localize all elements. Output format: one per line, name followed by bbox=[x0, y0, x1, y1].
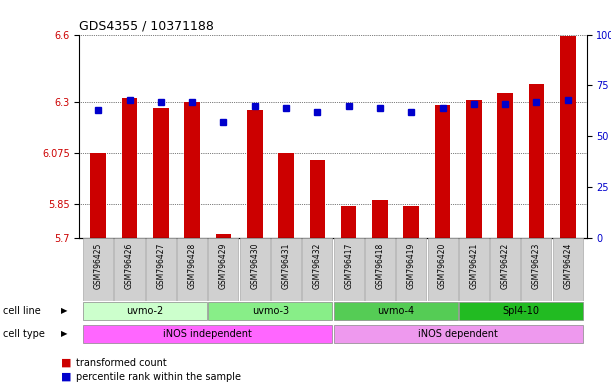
Text: percentile rank within the sample: percentile rank within the sample bbox=[76, 372, 241, 382]
Text: GSM796423: GSM796423 bbox=[532, 243, 541, 289]
FancyBboxPatch shape bbox=[208, 238, 238, 301]
Text: ■: ■ bbox=[61, 358, 71, 368]
Text: GSM796425: GSM796425 bbox=[93, 243, 103, 289]
Bar bbox=[529, 84, 544, 238]
Text: cell line: cell line bbox=[3, 306, 41, 316]
FancyBboxPatch shape bbox=[459, 302, 583, 319]
Text: GSM796421: GSM796421 bbox=[469, 243, 478, 289]
Text: GSM796422: GSM796422 bbox=[500, 243, 510, 289]
Text: GSM796429: GSM796429 bbox=[219, 243, 228, 289]
Text: uvmo-2: uvmo-2 bbox=[126, 306, 164, 316]
Text: GSM796418: GSM796418 bbox=[375, 243, 384, 289]
FancyBboxPatch shape bbox=[396, 238, 426, 301]
FancyBboxPatch shape bbox=[521, 238, 552, 301]
Bar bbox=[185, 103, 200, 238]
FancyBboxPatch shape bbox=[334, 302, 458, 319]
Text: iNOS independent: iNOS independent bbox=[163, 329, 252, 339]
Bar bbox=[435, 105, 450, 238]
Bar bbox=[497, 93, 513, 238]
FancyBboxPatch shape bbox=[271, 238, 301, 301]
Text: transformed count: transformed count bbox=[76, 358, 167, 368]
Text: uvmo-3: uvmo-3 bbox=[252, 306, 289, 316]
Text: GSM796420: GSM796420 bbox=[438, 243, 447, 289]
Bar bbox=[341, 207, 356, 238]
FancyBboxPatch shape bbox=[83, 302, 207, 319]
FancyBboxPatch shape bbox=[553, 238, 583, 301]
Bar bbox=[216, 233, 231, 238]
Text: GDS4355 / 10371188: GDS4355 / 10371188 bbox=[79, 19, 214, 32]
FancyBboxPatch shape bbox=[365, 238, 395, 301]
FancyBboxPatch shape bbox=[83, 238, 113, 301]
Bar bbox=[90, 153, 106, 238]
Bar bbox=[153, 108, 169, 238]
Text: GSM796419: GSM796419 bbox=[407, 243, 415, 289]
Bar bbox=[122, 98, 137, 238]
FancyBboxPatch shape bbox=[490, 238, 520, 301]
Bar bbox=[310, 160, 325, 238]
Bar bbox=[247, 110, 263, 238]
Bar bbox=[466, 100, 481, 238]
FancyBboxPatch shape bbox=[114, 238, 145, 301]
Text: GSM796430: GSM796430 bbox=[251, 243, 259, 289]
FancyBboxPatch shape bbox=[334, 325, 583, 343]
FancyBboxPatch shape bbox=[302, 238, 332, 301]
Text: ▶: ▶ bbox=[61, 329, 67, 338]
Text: iNOS dependent: iNOS dependent bbox=[419, 329, 498, 339]
Text: cell type: cell type bbox=[3, 329, 45, 339]
Bar bbox=[372, 200, 388, 238]
Text: ▶: ▶ bbox=[61, 306, 67, 315]
FancyBboxPatch shape bbox=[177, 238, 207, 301]
FancyBboxPatch shape bbox=[334, 238, 364, 301]
Text: GSM796426: GSM796426 bbox=[125, 243, 134, 289]
Bar bbox=[560, 36, 576, 238]
FancyBboxPatch shape bbox=[428, 238, 458, 301]
FancyBboxPatch shape bbox=[240, 238, 270, 301]
Bar bbox=[403, 207, 419, 238]
Text: GSM796428: GSM796428 bbox=[188, 243, 197, 289]
Text: GSM796424: GSM796424 bbox=[563, 243, 573, 289]
Text: GSM796432: GSM796432 bbox=[313, 243, 322, 289]
Text: GSM796417: GSM796417 bbox=[344, 243, 353, 289]
Text: Spl4-10: Spl4-10 bbox=[502, 306, 540, 316]
Text: uvmo-4: uvmo-4 bbox=[377, 306, 414, 316]
FancyBboxPatch shape bbox=[146, 238, 176, 301]
Text: ■: ■ bbox=[61, 372, 71, 382]
Bar bbox=[278, 153, 294, 238]
FancyBboxPatch shape bbox=[83, 325, 332, 343]
FancyBboxPatch shape bbox=[459, 238, 489, 301]
FancyBboxPatch shape bbox=[208, 302, 332, 319]
Text: GSM796431: GSM796431 bbox=[282, 243, 291, 289]
Text: GSM796427: GSM796427 bbox=[156, 243, 166, 289]
